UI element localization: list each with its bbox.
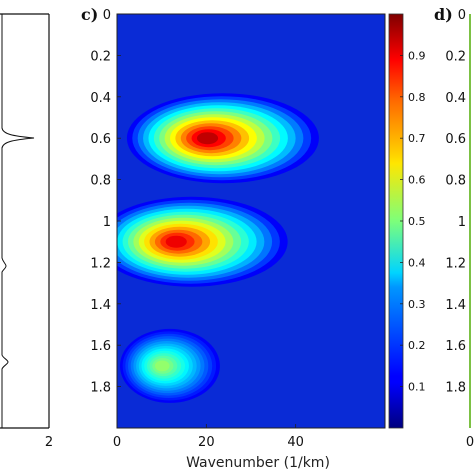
y-tick-label: 0.6	[90, 132, 111, 147]
heatmap-peak-1	[126, 93, 319, 184]
heatmap-peak-3-level-14	[154, 360, 170, 372]
panel-tag-c: c)	[81, 5, 98, 24]
y-tick-label: 0	[103, 8, 111, 23]
colorbar: 0.1 0.2 0.3 0.4 0.5 0.6 0.7 0.8 0.9	[388, 13, 426, 429]
heatmap-peak-3	[119, 328, 220, 403]
heatmap-peak-2	[117, 196, 288, 287]
left-panel: 2	[0, 13, 53, 450]
y-axis: 0 0.2 0.4 0.6 0.8 1 1.2 1.4 1.6 1.8	[90, 8, 121, 396]
left-panel-trace	[1, 14, 35, 428]
y-tick-label: 1	[103, 215, 111, 230]
left-x-tick-label: 2	[45, 435, 53, 450]
colorbar-ticks: 0.1 0.2 0.3 0.4 0.5 0.6 0.7 0.8 0.9	[400, 49, 426, 394]
colorbar-tick-label: 0.8	[408, 91, 426, 104]
colorbar-tick-label: 0.2	[408, 339, 426, 352]
heatmap-peak-1-level-14	[196, 132, 219, 145]
colorbar-tick-label: 0.7	[408, 132, 426, 145]
right-y-tick-label: 0.2	[445, 49, 466, 64]
right-y-tick-label: 1.6	[445, 339, 466, 354]
right-y-tick-label: 0.4	[445, 91, 466, 106]
colorbar-tick-label: 0.5	[408, 215, 426, 228]
y-tick-label: 1.2	[90, 256, 111, 271]
right-panel: d) 0 0.2 0.4 0.6 0.8 1 1.2 1.4 1.6 1.8 0	[434, 5, 474, 450]
right-y-tick-label: 0	[458, 8, 466, 23]
y-tick-label: 1.6	[90, 339, 111, 354]
colorbar-tick-label: 0.1	[408, 381, 426, 394]
colorbar-tick-label: 0.6	[408, 174, 426, 187]
right-y-tick-label: 1.2	[445, 256, 466, 271]
colorbar-tick-label: 0.9	[408, 49, 426, 62]
y-tick-label: 1.8	[90, 381, 111, 396]
colorbar-tick-label: 0.4	[408, 256, 426, 269]
right-y-tick-label: 1.4	[445, 298, 466, 313]
colorbar-tick-label: 0.3	[408, 298, 426, 311]
x-tick-label: 0	[113, 435, 121, 450]
right-y-axis: 0 0.2 0.4 0.6 0.8 1 1.2 1.4 1.6 1.8	[445, 8, 466, 396]
right-y-tick-label: 0.8	[445, 174, 466, 189]
heatmap-panel: 0 0.2 0.4 0.6 0.8 1 1.2 1.4 1.6 1.8 0 20 40 Wavenum…	[81, 5, 386, 471]
x-axis: 0 20 40	[113, 424, 304, 450]
right-x-tick-label: 0	[466, 435, 474, 450]
y-tick-label: 0.8	[90, 174, 111, 189]
x-tick-label: 20	[198, 435, 215, 450]
right-y-tick-label: 1.8	[445, 381, 466, 396]
right-y-tick-label: 0.6	[445, 132, 466, 147]
x-axis-title: Wavenumber (1/km)	[186, 455, 330, 471]
y-tick-label: 1.4	[90, 298, 111, 313]
y-tick-label: 0.2	[90, 49, 111, 64]
heatmap-peaks	[117, 93, 319, 403]
x-tick-label: 40	[287, 435, 304, 450]
right-y-tick-label: 1	[458, 215, 466, 230]
panel-tag-d: d)	[434, 5, 453, 24]
heatmap-peak-2-level-14	[165, 235, 187, 248]
heatmap-area	[117, 14, 385, 428]
y-tick-label: 0.4	[90, 91, 111, 106]
